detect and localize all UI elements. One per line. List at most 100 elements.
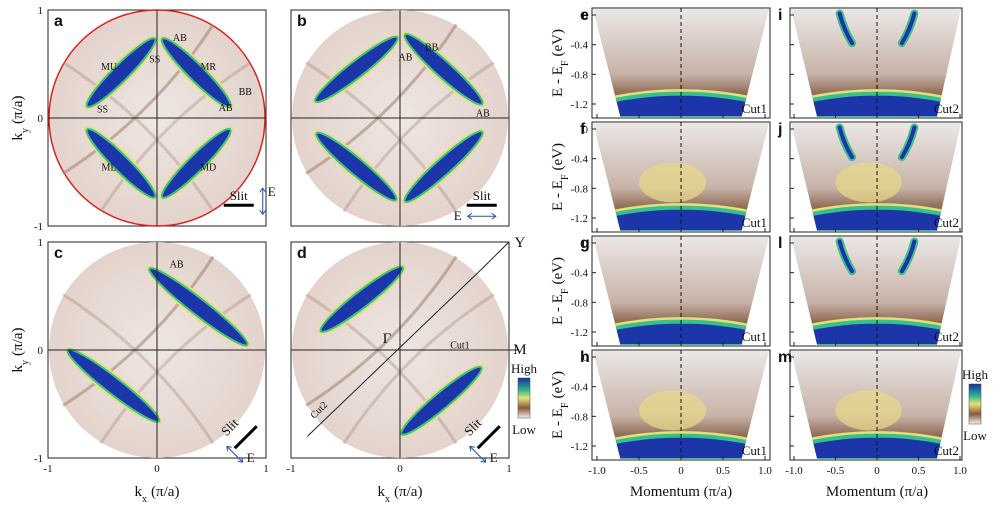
fs-panel: 1 0 -1 a AB MU SS MR BB SS AB ML MD Slit E bbox=[34, 5, 276, 233]
label-symbol: k bbox=[10, 364, 26, 372]
annotation: BB bbox=[425, 43, 439, 54]
field-arrow bbox=[259, 187, 267, 216]
field-label: E bbox=[454, 208, 462, 223]
field-label: E bbox=[268, 184, 276, 199]
shadow-band bbox=[291, 241, 467, 417]
x-tick-label: 1.0 bbox=[758, 465, 772, 477]
shadow-band bbox=[90, 51, 266, 227]
pocket bbox=[85, 37, 157, 109]
pocket bbox=[85, 127, 157, 199]
annotation: AB bbox=[476, 109, 490, 120]
panel-letter: f bbox=[580, 121, 586, 138]
annotation: SS bbox=[149, 55, 160, 66]
shadow-band bbox=[291, 283, 467, 459]
cut-panel: m Cut2 -1.0 -0.5 0 0.5 1.0 bbox=[778, 349, 967, 477]
panel-letter: m bbox=[778, 349, 792, 366]
label-symbol: E - E bbox=[550, 408, 566, 439]
y-tick-label: -0.4 bbox=[571, 268, 589, 280]
fs-features bbox=[291, 9, 509, 227]
y-tick-label: -0.4 bbox=[571, 382, 589, 394]
cut-panel: f Cut1 0 -0.4 -0.8 -1.2 bbox=[571, 121, 771, 233]
cut-label: Cut1 bbox=[742, 215, 767, 230]
x-tick-label: -1.0 bbox=[588, 465, 606, 477]
shadow-band bbox=[48, 9, 224, 185]
annotation: MR bbox=[200, 62, 216, 73]
shadow-band bbox=[48, 241, 224, 417]
y-tick-label: -1 bbox=[34, 221, 43, 233]
x-tick-label: 1 bbox=[263, 463, 269, 475]
label-subscript: F bbox=[560, 174, 571, 180]
label-symbol: k bbox=[10, 132, 26, 140]
y-tick-label: -1.2 bbox=[571, 213, 588, 225]
label-symbol: E - E bbox=[550, 66, 566, 97]
label-symbol: k bbox=[378, 484, 386, 500]
y-tick-label: 0 bbox=[583, 238, 589, 250]
colorbar-low: Low bbox=[963, 428, 987, 443]
field-label: E bbox=[247, 450, 255, 465]
label-unit: (eV) bbox=[550, 257, 566, 284]
y-tick-label: 0 bbox=[583, 10, 589, 22]
colorbar bbox=[517, 377, 531, 419]
shadow-band bbox=[333, 283, 509, 459]
x-tick-label: 0.5 bbox=[716, 465, 730, 477]
shadow-band bbox=[90, 283, 266, 459]
shadow-band bbox=[291, 9, 467, 185]
colorbar-high: High bbox=[962, 367, 989, 382]
annotation: ML bbox=[102, 163, 117, 174]
label-unit: (π/a) bbox=[10, 328, 26, 356]
y-tick-label: -1.2 bbox=[571, 99, 588, 111]
band bbox=[899, 11, 917, 46]
x-tick-label: -0.5 bbox=[827, 465, 845, 477]
y-tick-label: 1 bbox=[38, 5, 44, 17]
slit-label: Slit bbox=[473, 188, 491, 203]
label-unit: (π/a) bbox=[10, 96, 26, 124]
pocket bbox=[403, 130, 484, 203]
annotation: AB bbox=[219, 103, 233, 114]
fs-features bbox=[48, 241, 266, 459]
x-tick-label: -1.0 bbox=[785, 465, 803, 477]
y-axis-label: E - EF (eV) bbox=[550, 257, 571, 325]
label-subscript: x bbox=[142, 494, 147, 505]
pocket bbox=[403, 33, 484, 106]
cut-map bbox=[791, 9, 961, 117]
colorbar bbox=[968, 383, 982, 425]
label-subscript: x bbox=[385, 494, 390, 505]
y-tick-label: -0.8 bbox=[571, 69, 589, 81]
y-tick-label: -0.8 bbox=[571, 411, 589, 423]
panel-letter: i bbox=[778, 7, 782, 24]
cut2-ext bbox=[481, 241, 510, 270]
x-tick-label: 1.0 bbox=[953, 465, 967, 477]
cut2-line bbox=[307, 268, 483, 437]
y-tick-label: 0 bbox=[38, 345, 44, 357]
cut-label: Cut1 bbox=[742, 101, 767, 116]
y-tick-label: 0 bbox=[38, 113, 44, 125]
intensity-blob bbox=[835, 390, 902, 431]
label-subscript: F bbox=[560, 402, 571, 408]
y-tick-label: 1 bbox=[38, 237, 44, 249]
label-subscript: F bbox=[560, 60, 571, 66]
x-axis-label: kx (π/a) bbox=[378, 484, 423, 505]
y-tick-label: -0.8 bbox=[571, 183, 589, 195]
x-tick-label: -1 bbox=[286, 463, 295, 475]
annotation: AB bbox=[170, 260, 184, 271]
band bbox=[837, 239, 855, 274]
panel-letter: c bbox=[54, 245, 63, 262]
annotation: AB bbox=[398, 52, 412, 63]
shadow-band bbox=[48, 283, 224, 459]
intensity-blob bbox=[639, 162, 707, 203]
cut-label: Cut2 bbox=[934, 329, 959, 344]
panel-letter: e bbox=[580, 7, 589, 24]
panel-letter: l bbox=[778, 235, 782, 252]
label-unit: (π/a) bbox=[394, 484, 422, 500]
annotation: BB bbox=[239, 87, 253, 98]
cut-label: Cut2 bbox=[934, 101, 959, 116]
panel-letter: b bbox=[297, 13, 307, 30]
shadow-band bbox=[291, 9, 467, 185]
annotation: MU bbox=[101, 62, 118, 73]
fs-features bbox=[291, 241, 509, 459]
field-label: E bbox=[490, 450, 498, 465]
label-unit: (π/a) bbox=[151, 484, 179, 500]
slit-label: Slit bbox=[230, 188, 248, 203]
